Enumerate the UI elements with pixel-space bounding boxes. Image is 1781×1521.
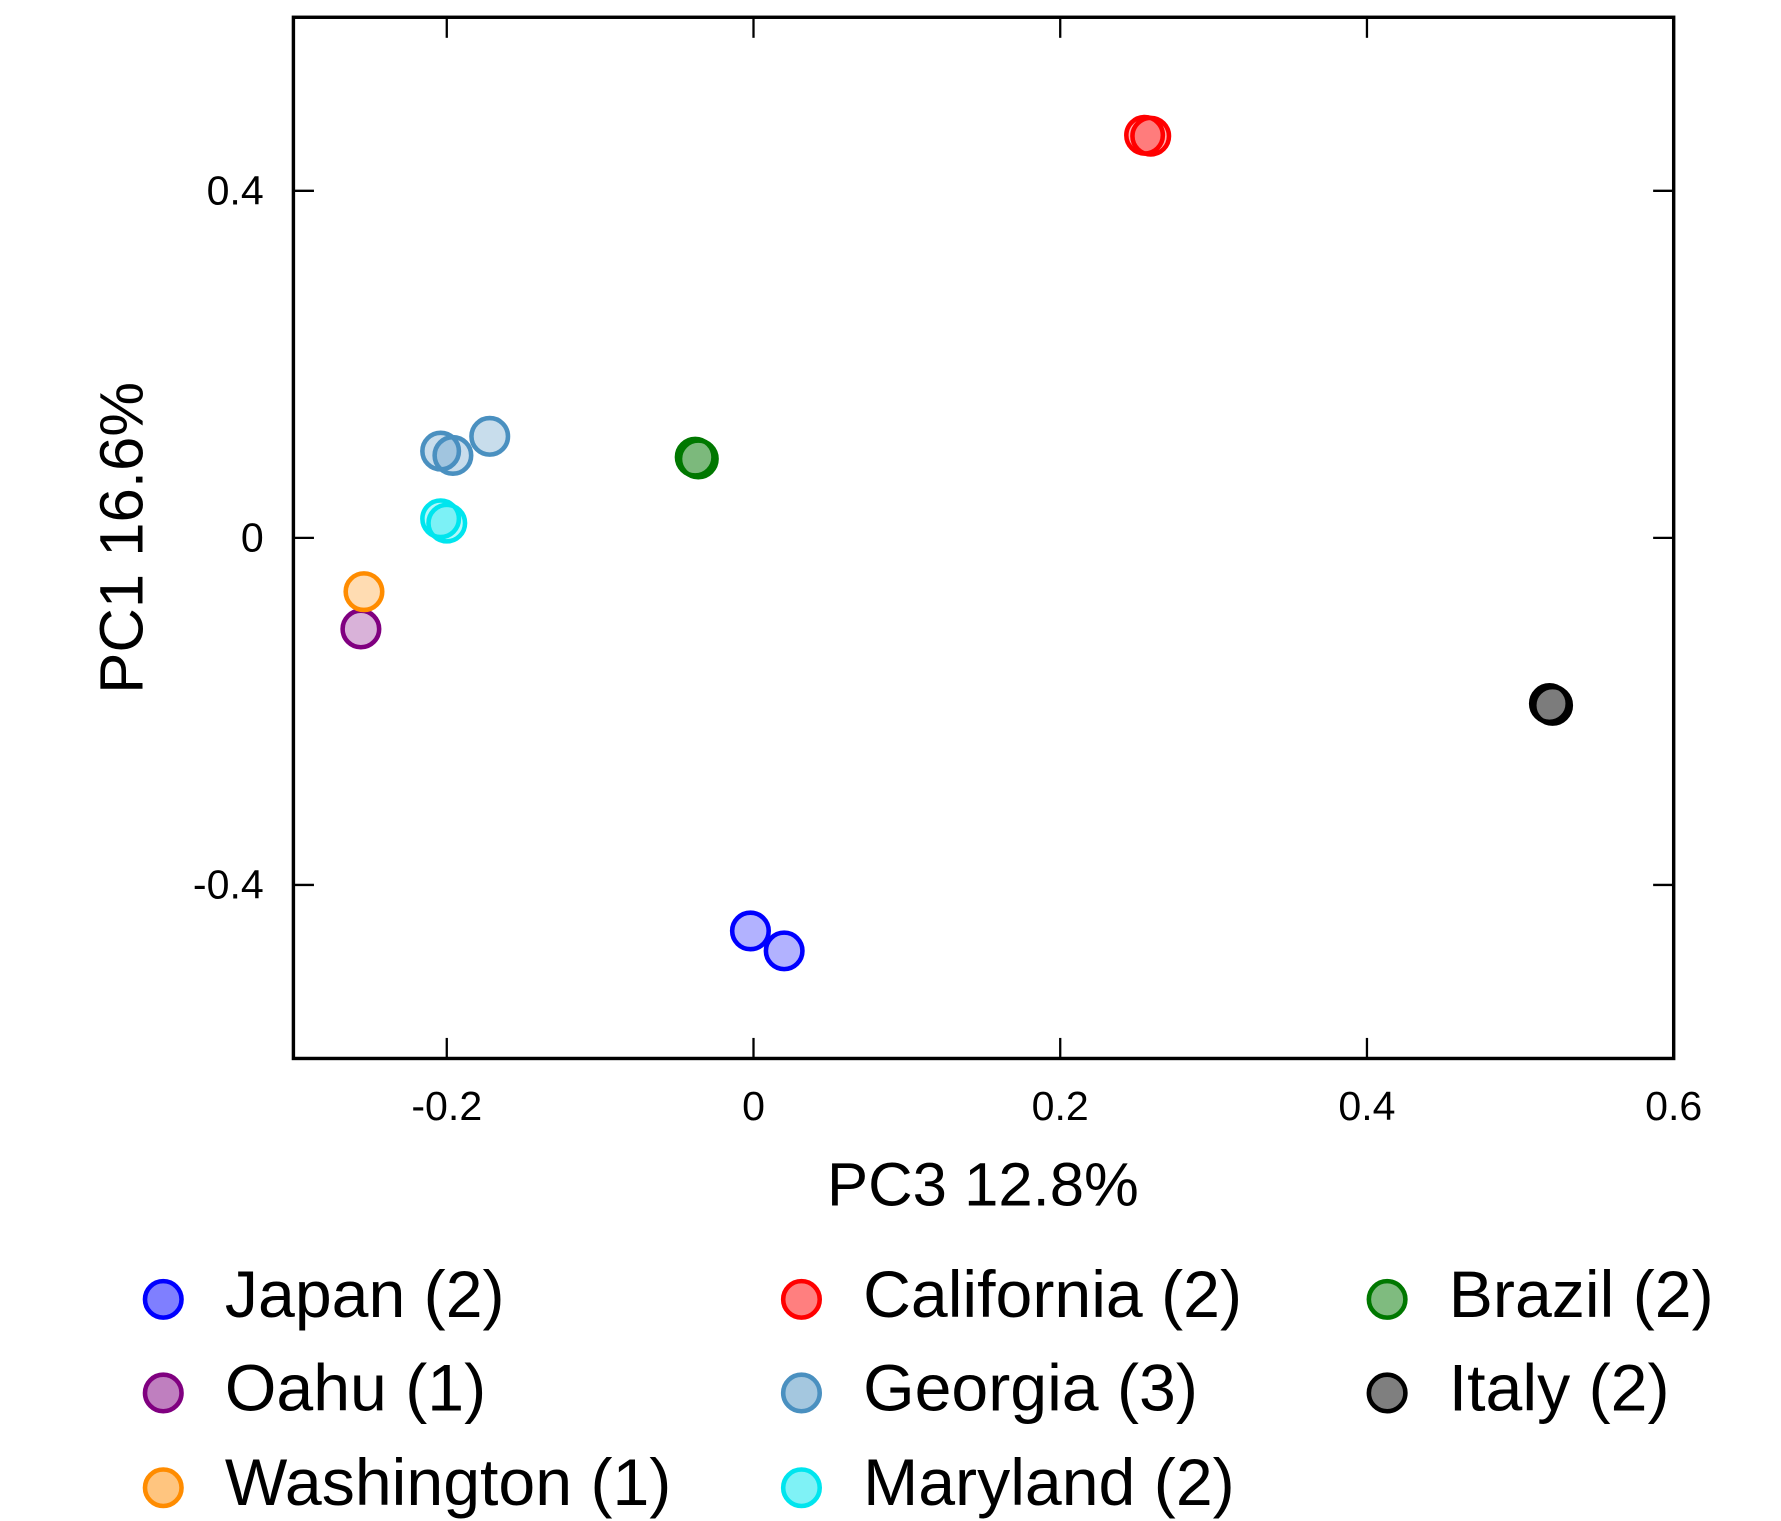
x-tick-label: 0.2 xyxy=(1032,1083,1089,1129)
legend-marker xyxy=(142,1372,184,1414)
point xyxy=(343,571,385,613)
legend-label: Washington (1) xyxy=(225,1446,671,1520)
legend-label: Oahu (1) xyxy=(225,1351,486,1425)
point xyxy=(426,502,468,544)
x-tick-label: 0.4 xyxy=(1338,1083,1395,1129)
point xyxy=(432,434,474,476)
legend-label: Brazil (2) xyxy=(1449,1258,1714,1332)
legend-marker xyxy=(780,1372,822,1414)
y-tick-label: 0 xyxy=(241,515,264,561)
y-tick-label: -0.4 xyxy=(193,862,264,908)
point xyxy=(763,930,805,972)
legend-marker xyxy=(1366,1278,1408,1320)
point xyxy=(677,438,719,480)
point xyxy=(469,415,511,457)
x-tick-label: -0.2 xyxy=(411,1083,482,1129)
legend-marker xyxy=(780,1467,822,1509)
y-tick-label: 0.4 xyxy=(207,168,264,214)
legend-marker xyxy=(142,1467,184,1509)
point xyxy=(729,910,771,952)
legend-label: Japan (2) xyxy=(225,1258,505,1332)
y-axis-label: PC1 16.6% xyxy=(88,382,157,694)
legend-marker xyxy=(780,1278,822,1320)
x-tick-label: 0 xyxy=(742,1083,765,1129)
x-tick-label: 0.6 xyxy=(1645,1083,1702,1129)
point xyxy=(1531,684,1574,726)
legend-label: California (2) xyxy=(863,1258,1242,1332)
legend-label: Italy (2) xyxy=(1449,1351,1670,1425)
point xyxy=(1130,115,1172,157)
legend-label: Georgia (3) xyxy=(863,1351,1198,1425)
plot-frame xyxy=(291,15,1676,1061)
legend-marker xyxy=(142,1278,184,1320)
legend-marker xyxy=(1366,1372,1408,1414)
point xyxy=(340,608,382,650)
x-axis-label: PC3 12.8% xyxy=(827,1151,1139,1220)
legend-label: Maryland (2) xyxy=(863,1446,1235,1520)
